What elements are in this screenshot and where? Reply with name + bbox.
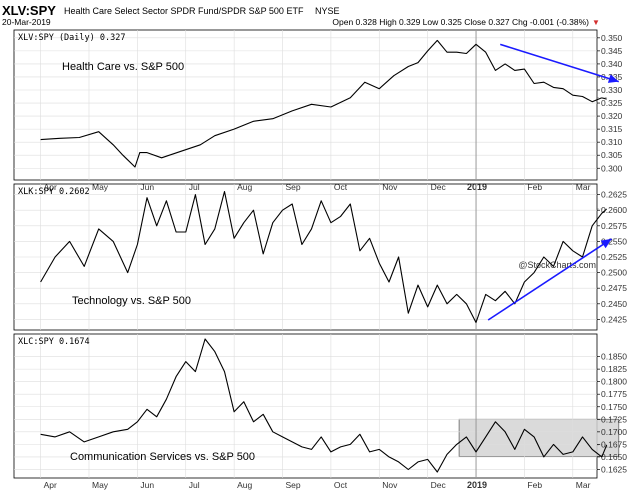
- x-tick-label: Feb: [527, 182, 542, 192]
- y-tick-label: 0.345: [601, 46, 623, 56]
- y-tick-label: 0.310: [601, 137, 623, 147]
- x-tick-label: Mar: [576, 182, 591, 192]
- y-tick-label: 0.1825: [601, 364, 627, 374]
- x-tick-label: Jul: [189, 182, 200, 192]
- x-tick-label: Oct: [334, 182, 348, 192]
- x-tick-label: Oct: [334, 480, 348, 490]
- x-tick-label: Nov: [382, 182, 398, 192]
- series-line: [40, 39, 607, 168]
- x-tick-label: Nov: [382, 480, 398, 490]
- panel-1: 0.3000.3050.3100.3150.3200.3250.3300.335…: [13, 29, 623, 192]
- y-tick-label: 0.315: [601, 124, 623, 134]
- x-tick-label: May: [92, 182, 109, 192]
- panel-legend: XLK:SPY 0.2602: [18, 187, 90, 197]
- x-tick-label: Mar: [576, 480, 591, 490]
- y-tick-label: 0.325: [601, 98, 623, 108]
- y-tick-label: 0.2450: [601, 299, 627, 309]
- panel-legend: XLC:SPY 0.1674: [18, 337, 90, 347]
- panel-annotation: Technology vs. S&P 500: [72, 295, 191, 307]
- header-date: 20-Mar-2019: [2, 17, 51, 27]
- x-tick-label: Sep: [286, 480, 301, 490]
- trend-arrow-head: [600, 238, 612, 249]
- change-down-marker: ▼: [592, 18, 600, 27]
- x-tick-label: Sep: [286, 182, 301, 192]
- y-tick-label: 0.2525: [601, 252, 627, 262]
- y-tick-label: 0.2500: [601, 268, 627, 278]
- y-tick-label: 0.350: [601, 33, 623, 43]
- x-tick-label: Dec: [431, 182, 447, 192]
- x-tick-label: Jul: [189, 480, 200, 490]
- y-tick-label: 0.1850: [601, 352, 627, 362]
- x-tick-label: Apr: [44, 182, 57, 192]
- panel-3: 0.1625 0.1650 0.1675 0.1700 0.1725 0.1750 0.17…: [13, 333, 627, 490]
- x-tick-label: Dec: [431, 480, 447, 490]
- header-exchange: NYSE: [315, 6, 340, 16]
- y-tick-label: 0.2625: [601, 190, 627, 200]
- x-tick-label: May: [92, 480, 109, 490]
- panel-frame: [13, 333, 598, 479]
- panel-2: 0.2425 0.2450 0.2475 0.2500 0.2525 0.2550 0.25…: [13, 183, 627, 331]
- y-tick-label: 0.2575: [601, 221, 627, 231]
- y-tick-label: 0.330: [601, 85, 623, 95]
- y-tick-label: 0.1725: [601, 414, 627, 424]
- trend-arrow-head: [607, 74, 619, 83]
- panel-annotation: Health Care vs. S&P 500: [62, 61, 184, 73]
- y-tick-label: 0.1800: [601, 377, 627, 387]
- y-tick-label: 0.1650: [601, 452, 627, 462]
- x-tick-label: Jun: [140, 182, 154, 192]
- header-description: Health Care Select Sector SPDR Fund/SPDR…: [64, 6, 304, 16]
- chart-panels: 0.3000.3050.3100.3150.3200.3250.3300.335…: [13, 29, 627, 490]
- x-tick-label: Jun: [140, 480, 154, 490]
- y-tick-label: 0.2475: [601, 283, 627, 293]
- y-tick-label: 0.1750: [601, 402, 627, 412]
- header-symbol: XLV:SPY: [2, 3, 56, 18]
- y-tick-label: 0.2600: [601, 205, 627, 215]
- y-tick-label: 0.1625: [601, 464, 627, 474]
- panel-legend: XLV:SPY (Daily) 0.327: [18, 33, 125, 43]
- y-tick-label: 0.1675: [601, 439, 627, 449]
- y-tick-label: 0.320: [601, 111, 623, 121]
- x-tick-label: Aug: [237, 182, 252, 192]
- x-tick-label: 2019: [467, 480, 487, 490]
- y-tick-label: 0.300: [601, 163, 623, 173]
- x-tick-label: Aug: [237, 480, 252, 490]
- panel-frame: [13, 29, 598, 181]
- panel-annotation: Communication Services vs. S&P 500: [70, 451, 255, 463]
- header-ohlc: Open 0.328 High 0.329 Low 0.325 Close 0.…: [332, 17, 589, 27]
- y-tick-label: 0.2550: [601, 236, 627, 246]
- y-tick-label: 0.1775: [601, 389, 627, 399]
- y-tick-label: 0.340: [601, 59, 623, 69]
- trend-arrow-line: [487, 238, 612, 321]
- y-tick-label: 0.1700: [601, 427, 627, 437]
- series-line: [40, 190, 608, 324]
- series-line: [40, 338, 608, 473]
- x-tick-label: Feb: [527, 480, 542, 490]
- y-tick-label: 0.2425: [601, 314, 627, 324]
- x-tick-label: 2019: [467, 182, 487, 192]
- y-tick-label: 0.305: [601, 150, 623, 160]
- trend-arrow-line: [499, 43, 620, 83]
- header: XLV:SPY Health Care Select Sector SPDR F…: [2, 3, 600, 270]
- watermark: @StockCharts.com: [518, 260, 596, 270]
- x-tick-label: Apr: [44, 480, 57, 490]
